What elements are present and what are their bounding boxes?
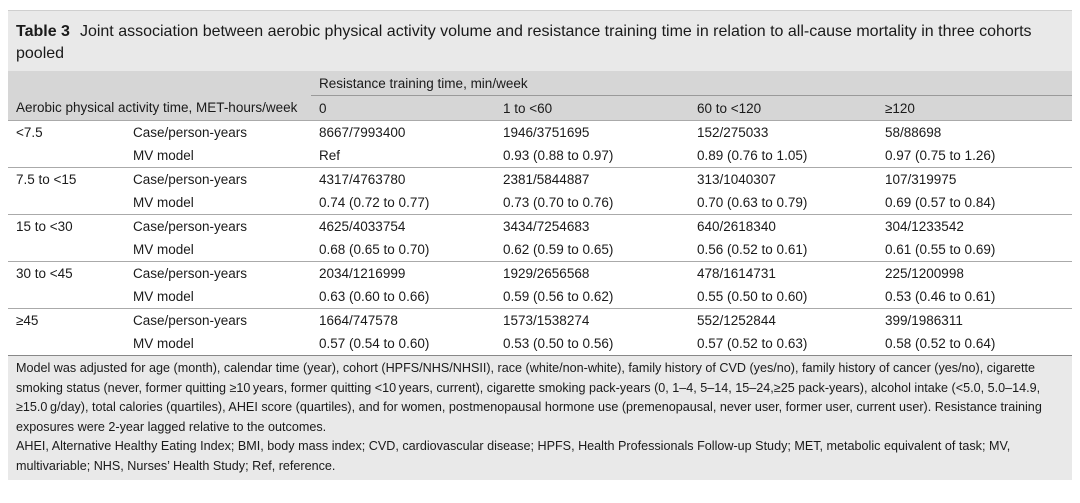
table-row: MV model 0.57 (0.54 to 0.60) 0.53 (0.50 …	[8, 332, 1072, 355]
table-cell: 640/2618340	[689, 214, 877, 238]
table-cell: 0.70 (0.63 to 0.79)	[697, 195, 808, 210]
column-header: 1 to <60	[495, 95, 689, 121]
table-cell: 225/1200998	[877, 261, 1072, 285]
table-cell: Ref	[319, 148, 341, 163]
table-cell: 0.56 (0.52 to 0.61)	[697, 242, 808, 257]
table-cell: 2034/1216999	[311, 261, 495, 285]
table-caption: Table 3 Joint association between aerobic…	[8, 10, 1072, 71]
table-cell: 0.61 (0.55 to 0.69)	[885, 242, 996, 257]
table-cell: 0.93 (0.88 to 0.97)	[503, 148, 614, 163]
aerobic-group-label: ≥45	[8, 308, 125, 332]
table-title: Joint association between aerobic physic…	[16, 23, 1032, 62]
table-cell: 107/319975	[877, 167, 1072, 191]
row-label: Case/person-years	[125, 167, 311, 191]
table-cell: 478/1614731	[689, 261, 877, 285]
table-cell: 1664/747578	[311, 308, 495, 332]
row-label: Case/person-years	[125, 261, 311, 285]
table-cell: 58/88698	[877, 120, 1072, 144]
table-cell: 0.58 (0.52 to 0.64)	[885, 336, 996, 351]
aerobic-group-label: 7.5 to <15	[8, 167, 125, 191]
footnote-abbreviations: AHEI, Alternative Healthy Eating Index; …	[16, 439, 1011, 473]
column-header: ≥120	[877, 95, 1072, 121]
table-row: <7.5 Case/person-years 8667/7993400 1946…	[8, 120, 1072, 144]
table-cell: 0.73 (0.70 to 0.76)	[503, 195, 614, 210]
data-table: Resistance training time, min/week Aerob…	[8, 71, 1072, 355]
aerobic-group-label: 30 to <45	[8, 261, 125, 285]
aerobic-group-label: <7.5	[8, 120, 125, 144]
row-label: MV model	[133, 195, 194, 210]
footnote-model-adjustment: Model was adjusted for age (month), cale…	[16, 361, 1042, 434]
row-label: MV model	[133, 289, 194, 304]
resistance-training-header: Resistance training time, min/week	[311, 71, 1072, 96]
table-row: MV model 0.68 (0.65 to 0.70) 0.62 (0.59 …	[8, 238, 1072, 262]
table-cell: 304/1233542	[877, 214, 1072, 238]
table-cell: 0.68 (0.65 to 0.70)	[319, 242, 430, 257]
table-figure: Table 3 Joint association between aerobic…	[8, 0, 1072, 480]
table-cell: 0.53 (0.46 to 0.61)	[885, 289, 996, 304]
table-cell: 4317/4763780	[311, 167, 495, 191]
table-cell: 0.63 (0.60 to 0.66)	[319, 289, 430, 304]
table-cell: 399/1986311	[877, 308, 1072, 332]
table-cell: 1946/3751695	[495, 120, 689, 144]
table-cell: 3434/7254683	[495, 214, 689, 238]
table-cell: 0.53 (0.50 to 0.56)	[503, 336, 614, 351]
table-cell: 313/1040307	[689, 167, 877, 191]
column-header: 60 to <120	[689, 95, 877, 121]
table-cell: 0.97 (0.75 to 1.26)	[885, 148, 996, 163]
table-cell: 2381/5844887	[495, 167, 689, 191]
header-row-group: Resistance training time, min/week	[8, 71, 1072, 96]
table-cell: 552/1252844	[689, 308, 877, 332]
table-cell: 1929/2656568	[495, 261, 689, 285]
table-cell: 0.59 (0.56 to 0.62)	[503, 289, 614, 304]
table-cell: 0.62 (0.59 to 0.65)	[503, 242, 614, 257]
header-row-columns: Aerobic physical activity time, MET-hour…	[8, 95, 1072, 121]
row-label: Case/person-years	[125, 214, 311, 238]
table-cell: 0.69 (0.57 to 0.84)	[885, 195, 996, 210]
table-row: ≥45 Case/person-years 1664/747578 1573/1…	[8, 308, 1072, 332]
row-header: Aerobic physical activity time, MET-hour…	[8, 95, 311, 121]
table-cell: 8667/7993400	[311, 120, 495, 144]
row-label: MV model	[133, 242, 194, 257]
row-label: Case/person-years	[125, 308, 311, 332]
table-row: MV model 0.74 (0.72 to 0.77) 0.73 (0.70 …	[8, 191, 1072, 215]
table-cell: 0.57 (0.52 to 0.63)	[697, 336, 808, 351]
row-label: MV model	[133, 336, 194, 351]
table-row: MV model Ref 0.93 (0.88 to 0.97) 0.89 (0…	[8, 144, 1072, 168]
table-cell: 1573/1538274	[495, 308, 689, 332]
table-cell: 152/275033	[689, 120, 877, 144]
table-row: 15 to <30 Case/person-years 4625/4033754…	[8, 214, 1072, 238]
table-label: Table 3	[16, 23, 70, 40]
table-row: 30 to <45 Case/person-years 2034/1216999…	[8, 261, 1072, 285]
table-cell: 0.74 (0.72 to 0.77)	[319, 195, 430, 210]
table-row: 7.5 to <15 Case/person-years 4317/476378…	[8, 167, 1072, 191]
table-cell: 0.55 (0.50 to 0.60)	[697, 289, 808, 304]
row-label: MV model	[133, 148, 194, 163]
table-cell: 0.89 (0.76 to 1.05)	[697, 148, 808, 163]
table-cell: 4625/4033754	[311, 214, 495, 238]
table-footnotes: Model was adjusted for age (month), cale…	[8, 355, 1072, 480]
table-row: MV model 0.63 (0.60 to 0.66) 0.59 (0.56 …	[8, 285, 1072, 309]
row-label: Case/person-years	[125, 120, 311, 144]
table-cell: 0.57 (0.54 to 0.60)	[319, 336, 430, 351]
aerobic-group-label: 15 to <30	[8, 214, 125, 238]
column-header: 0	[311, 95, 495, 121]
